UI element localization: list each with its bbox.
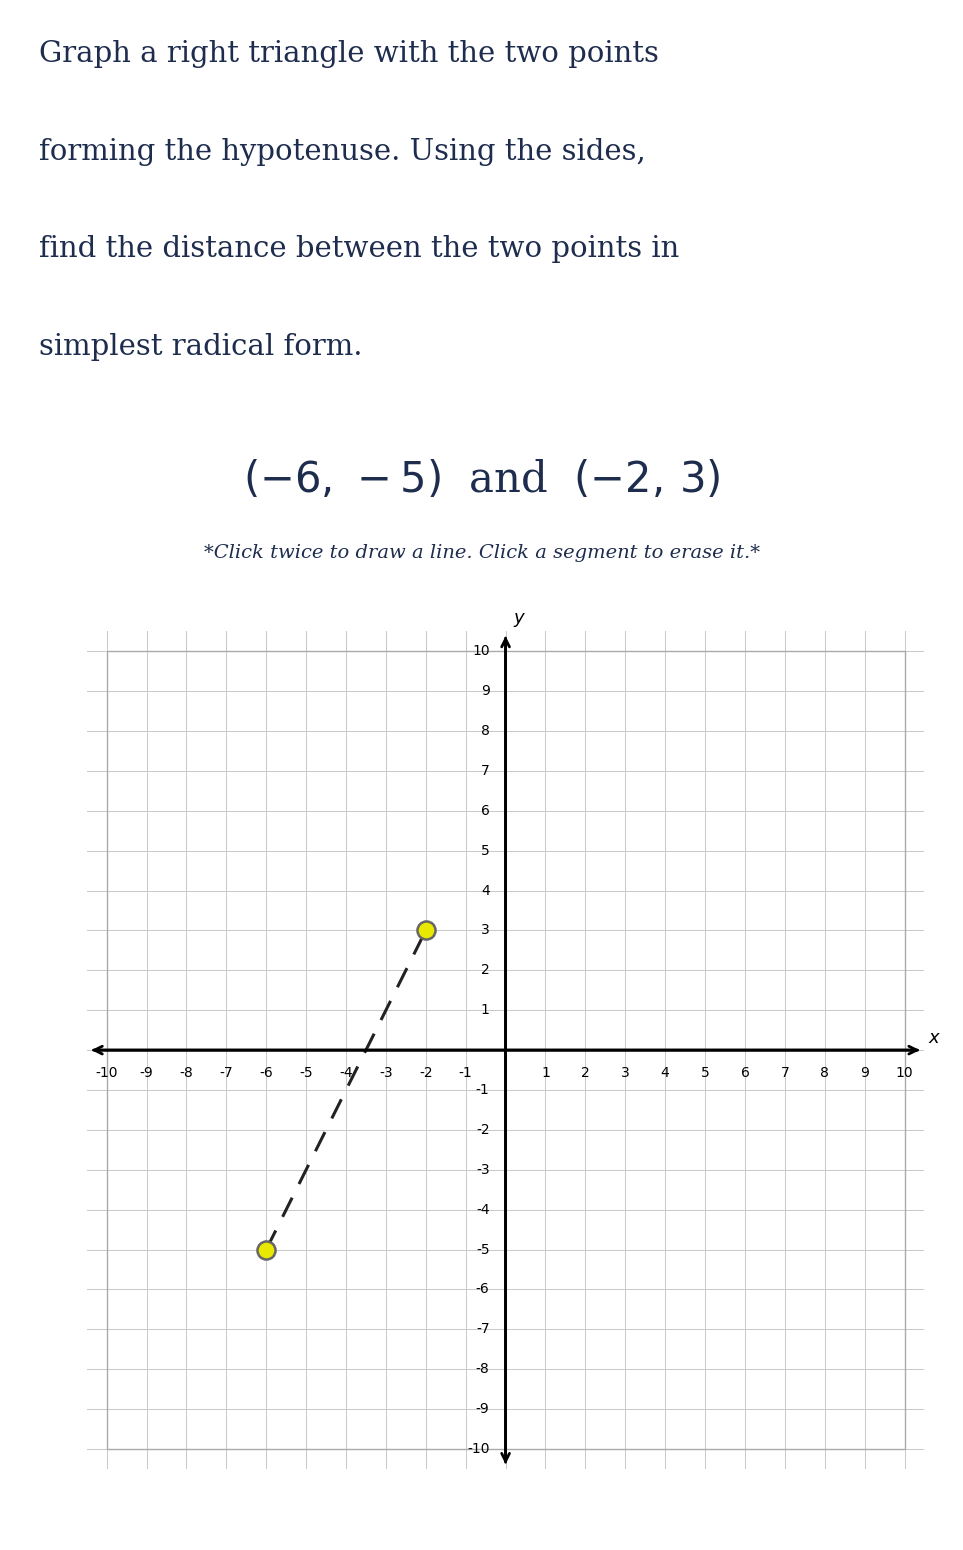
Text: -5: -5: [476, 1243, 489, 1257]
Text: 8: 8: [481, 724, 489, 738]
Text: -5: -5: [299, 1066, 313, 1080]
Text: -8: -8: [476, 1362, 489, 1376]
Text: -7: -7: [476, 1322, 489, 1336]
Text: *Click twice to draw a line. Click a segment to erase it.*: *Click twice to draw a line. Click a seg…: [203, 544, 760, 563]
Text: -6: -6: [259, 1066, 273, 1080]
Text: 3: 3: [621, 1066, 630, 1080]
Text: 1: 1: [541, 1066, 550, 1080]
Text: 4: 4: [661, 1066, 669, 1080]
Text: -2: -2: [419, 1066, 432, 1080]
Text: $y$: $y$: [513, 611, 526, 629]
Text: -3: -3: [476, 1162, 489, 1176]
Text: -7: -7: [220, 1066, 233, 1080]
Text: 8: 8: [820, 1066, 829, 1080]
Text: 9: 9: [481, 684, 489, 698]
Text: Graph a right triangle with the two points: Graph a right triangle with the two poin…: [39, 40, 659, 68]
Text: -10: -10: [467, 1442, 489, 1455]
Text: 7: 7: [780, 1066, 790, 1080]
Text: $x$: $x$: [928, 1029, 942, 1048]
Text: find the distance between the two points in: find the distance between the two points…: [39, 236, 679, 264]
Text: 6: 6: [481, 804, 489, 818]
Text: simplest radical form.: simplest radical form.: [39, 333, 362, 361]
Text: 10: 10: [472, 645, 489, 659]
Text: -2: -2: [476, 1122, 489, 1136]
Text: 10: 10: [896, 1066, 913, 1080]
Text: 2: 2: [481, 964, 489, 978]
Text: 5: 5: [701, 1066, 710, 1080]
Text: -4: -4: [476, 1203, 489, 1217]
Text: 5: 5: [481, 843, 489, 857]
Text: 7: 7: [481, 764, 489, 778]
Text: -10: -10: [95, 1066, 117, 1080]
Text: -1: -1: [476, 1083, 489, 1097]
Text: 6: 6: [741, 1066, 749, 1080]
Text: -9: -9: [476, 1403, 489, 1417]
Text: -9: -9: [140, 1066, 153, 1080]
Text: -3: -3: [379, 1066, 393, 1080]
Text: $(-6,\,-5)$  and  $(-2,\,3)$: $(-6,\,-5)$ and $(-2,\,3)$: [243, 459, 720, 501]
Text: -6: -6: [476, 1282, 489, 1296]
Text: -4: -4: [339, 1066, 352, 1080]
Text: forming the hypotenuse. Using the sides,: forming the hypotenuse. Using the sides,: [39, 138, 645, 166]
Text: 4: 4: [481, 883, 489, 897]
Text: -8: -8: [179, 1066, 194, 1080]
Text: 9: 9: [860, 1066, 869, 1080]
Text: 2: 2: [581, 1066, 589, 1080]
Text: 3: 3: [481, 924, 489, 938]
Text: 1: 1: [481, 1003, 489, 1017]
Text: -1: -1: [458, 1066, 473, 1080]
